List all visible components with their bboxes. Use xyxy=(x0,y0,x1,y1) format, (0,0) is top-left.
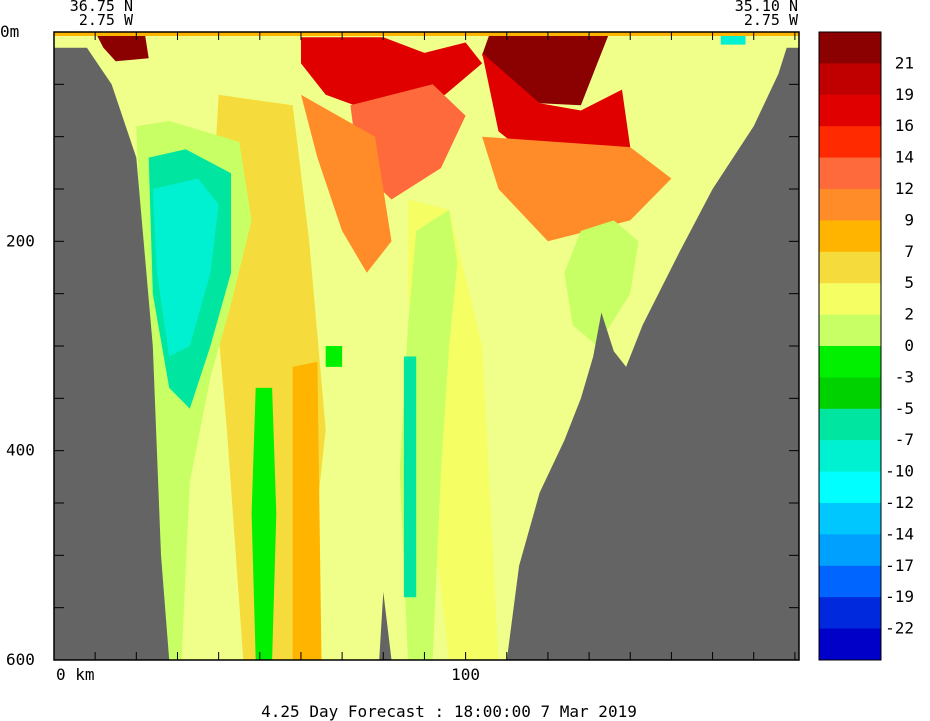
colorbar-frame xyxy=(818,31,882,661)
value-region-11 xyxy=(564,220,639,346)
y-tick-label: 400 xyxy=(6,441,35,460)
colorbar-label: -14 xyxy=(885,524,914,543)
colorbar-swatch xyxy=(819,346,881,378)
colorbar-label: -7 xyxy=(895,430,914,449)
colorbar: 21 19 16 14 12 9 7 5 2 0 -3 -5 -7 -10 -12 -14 -17 -19 -22 xyxy=(818,31,914,661)
colorbar-label: 9 xyxy=(904,210,914,229)
colorbar-swatch xyxy=(819,126,881,159)
plot-panel: 0m 200 400 600 0 km 100 xyxy=(0,22,800,684)
colorbar-swatch xyxy=(819,251,881,284)
end-latitude: 35.10 N xyxy=(735,0,798,15)
colorbar-swatch xyxy=(819,377,881,410)
y-axis-ticks: 0m 200 400 600 xyxy=(0,22,799,669)
colorbar-label: 19 xyxy=(895,85,914,104)
section-start-label: 36.75 N 2.75 W xyxy=(70,0,134,29)
value-region-15 xyxy=(152,178,219,357)
colorbar-labels: 21 19 16 14 12 9 7 5 2 0 -3 -5 -7 -10 -12 -14 -17 -19 -22 xyxy=(885,53,914,637)
colorbar-swatch xyxy=(819,534,881,567)
value-region-5 xyxy=(301,94,392,273)
colorbar-swatch xyxy=(819,565,881,598)
value-region-13 xyxy=(325,346,343,367)
value-region-6 xyxy=(482,136,672,242)
colorbar-swatch xyxy=(819,597,881,630)
colorbar-label: 0 xyxy=(904,336,914,355)
colorbar-swatch xyxy=(819,220,881,253)
y-tick-label: 200 xyxy=(6,231,35,250)
colorbar-label: -19 xyxy=(885,587,914,606)
end-longitude: 2.75 W xyxy=(744,11,799,29)
value-region-18 xyxy=(403,356,417,598)
colorbar-swatch xyxy=(819,440,881,473)
forecast-title: 4.25 Day Forecast : 18:00:00 7 Mar 2019 xyxy=(261,702,637,721)
surface-layer-strip xyxy=(54,32,799,36)
colorbar-label: -17 xyxy=(885,556,914,575)
colorbar-label: 7 xyxy=(904,242,914,261)
seabed-land-mask xyxy=(54,32,799,660)
value-region-17 xyxy=(292,361,322,660)
colorbar-label: -10 xyxy=(885,462,914,481)
value-region-16 xyxy=(720,34,746,45)
colorbar-label: 21 xyxy=(895,53,914,72)
colorbar-label: -5 xyxy=(895,399,914,418)
colorbar-swatches xyxy=(819,32,881,661)
start-longitude: 2.75 W xyxy=(79,11,134,29)
colorbar-swatch xyxy=(819,408,881,441)
colorbar-swatch xyxy=(819,314,881,347)
colorbar-label: -3 xyxy=(895,367,914,386)
colorbar-label: 14 xyxy=(895,148,914,167)
value-region-0 xyxy=(95,32,149,62)
y-tick-label: 0m xyxy=(0,22,19,41)
colorbar-swatch xyxy=(819,94,881,127)
start-latitude: 36.75 N xyxy=(70,0,133,15)
y-tick-label: 600 xyxy=(6,650,35,669)
colorbar-swatch xyxy=(819,32,881,64)
colorbar-swatch xyxy=(819,628,881,661)
colorbar-swatch xyxy=(819,471,881,504)
x-tick-label: 0 km xyxy=(56,665,95,684)
colorbar-label: -12 xyxy=(885,493,914,512)
x-axis-ticks: 0 km 100 xyxy=(56,32,796,684)
colorbar-swatch xyxy=(819,63,881,96)
value-regions xyxy=(54,32,799,661)
section-end-label: 35.10 N 2.75 W xyxy=(735,0,799,29)
colorbar-swatch xyxy=(819,503,881,535)
x-tick-label: 100 xyxy=(451,665,480,684)
colorbar-label: 16 xyxy=(895,116,914,135)
colorbar-swatch xyxy=(819,157,881,190)
colorbar-label: 5 xyxy=(904,273,914,292)
colorbar-label: 12 xyxy=(895,179,914,198)
value-region-12 xyxy=(251,387,277,660)
colorbar-label: 2 xyxy=(904,305,914,324)
colorbar-label: -22 xyxy=(885,619,914,638)
colorbar-swatch xyxy=(819,283,881,316)
colorbar-swatch xyxy=(819,189,881,221)
